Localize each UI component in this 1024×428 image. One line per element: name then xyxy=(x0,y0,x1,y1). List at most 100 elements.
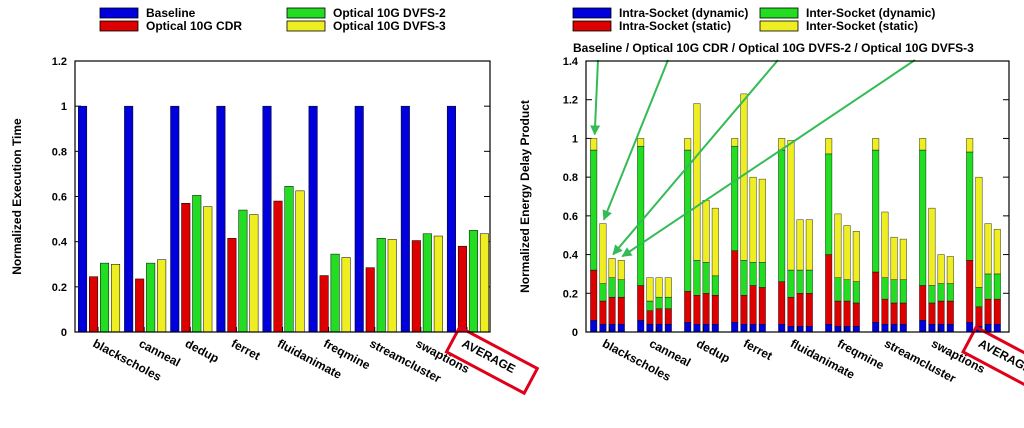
bar-segment xyxy=(778,282,785,325)
bar-segment xyxy=(919,150,926,285)
y-tick-label: 0.6 xyxy=(52,192,67,204)
bar-segment xyxy=(882,212,889,278)
annotation-arrow xyxy=(595,60,598,134)
bar xyxy=(239,210,248,332)
bar xyxy=(100,263,109,332)
bar-segment xyxy=(665,278,672,297)
legend-swatch xyxy=(287,21,325,31)
bar-segment xyxy=(759,262,766,287)
bar-segment xyxy=(759,324,766,332)
bar xyxy=(250,215,259,332)
bar xyxy=(124,106,132,332)
bar xyxy=(285,186,294,332)
bar-segment xyxy=(590,150,597,270)
bar-segment xyxy=(976,287,983,306)
bar-segment xyxy=(938,255,945,284)
bar-segment xyxy=(966,260,973,322)
bar xyxy=(78,106,87,332)
annotation-arrow xyxy=(604,60,668,220)
bar xyxy=(342,257,351,332)
bar xyxy=(171,106,180,332)
bar-segment xyxy=(712,208,719,276)
bar-segment xyxy=(656,278,663,297)
bar-segment xyxy=(985,274,992,299)
bar xyxy=(480,234,489,332)
bar-segment xyxy=(684,138,691,150)
bar-segment xyxy=(919,138,926,150)
bar-segment xyxy=(825,154,832,255)
bar-segment xyxy=(929,286,936,303)
bar-segment xyxy=(750,262,757,285)
bar-segment xyxy=(694,324,701,332)
bar-segment xyxy=(835,278,842,301)
legend-label: Baseline xyxy=(146,6,196,20)
bar xyxy=(355,106,364,332)
bar-segment xyxy=(976,307,983,326)
bar-segment xyxy=(976,177,983,287)
category-label: dedup xyxy=(694,336,732,365)
legend-label: Optical 10G DVFS-3 xyxy=(333,19,446,33)
bar-segment xyxy=(891,280,898,303)
bar-segment xyxy=(684,150,691,291)
legend-swatch xyxy=(573,21,611,31)
bar-segment xyxy=(900,324,907,332)
bar-segment xyxy=(609,258,616,277)
y-tick-label: 0.2 xyxy=(563,288,578,300)
legend-label: Inter-Socket (dynamic) xyxy=(806,6,935,20)
y-tick-label: 1.2 xyxy=(52,56,67,68)
bar-segment xyxy=(665,324,672,332)
bar-segment xyxy=(712,276,719,295)
bar-segment xyxy=(788,326,795,332)
bar-segment xyxy=(882,299,889,324)
bar-segment xyxy=(637,146,644,285)
y-tick-label: 0.8 xyxy=(563,172,578,184)
bar-segment xyxy=(647,278,654,301)
bar xyxy=(193,195,202,332)
bar-segment xyxy=(994,274,1001,299)
bar-segment xyxy=(825,255,832,325)
bar-segment xyxy=(919,286,926,321)
bar-segment xyxy=(891,303,898,324)
bar-segment xyxy=(947,301,954,324)
bar-segment xyxy=(741,295,748,324)
bar-segment xyxy=(797,293,804,326)
legend-swatch xyxy=(100,21,138,31)
bar-segment xyxy=(882,324,889,332)
bar-segment xyxy=(759,179,766,262)
y-tick-label: 1 xyxy=(572,133,578,145)
bar-segment xyxy=(609,297,616,324)
y-tick-label: 0.2 xyxy=(52,282,67,294)
bar xyxy=(469,230,478,332)
bar-segment xyxy=(665,297,672,309)
legend-label: Intra-Socket (dynamic) xyxy=(619,6,748,20)
bar-segment xyxy=(647,311,654,325)
bar-segment xyxy=(835,326,842,332)
bar-segment xyxy=(929,208,936,285)
bar xyxy=(447,106,456,332)
bar-segment xyxy=(853,326,860,332)
legend-swatch xyxy=(760,8,798,18)
bar-segment xyxy=(872,138,879,150)
bar xyxy=(217,106,226,332)
bar-segment xyxy=(825,138,832,153)
bar-segment xyxy=(703,293,710,324)
bar xyxy=(423,234,432,332)
bar-segment xyxy=(788,140,795,270)
bar xyxy=(412,241,421,332)
bar xyxy=(320,276,329,332)
bar-segment xyxy=(741,324,748,332)
legend-swatch xyxy=(287,8,325,18)
bar-segment xyxy=(872,322,879,332)
bar xyxy=(182,203,191,332)
bar xyxy=(434,236,443,332)
bar-segment xyxy=(618,280,625,297)
bar-segment xyxy=(788,297,795,326)
bar-segment xyxy=(637,286,644,321)
y-tick-label: 0.8 xyxy=(52,146,67,158)
bar-segment xyxy=(750,177,757,262)
bar-segment xyxy=(947,324,954,332)
bar xyxy=(401,106,410,332)
bar-segment xyxy=(637,138,644,146)
bar xyxy=(274,201,283,332)
bar-segment xyxy=(947,257,954,284)
